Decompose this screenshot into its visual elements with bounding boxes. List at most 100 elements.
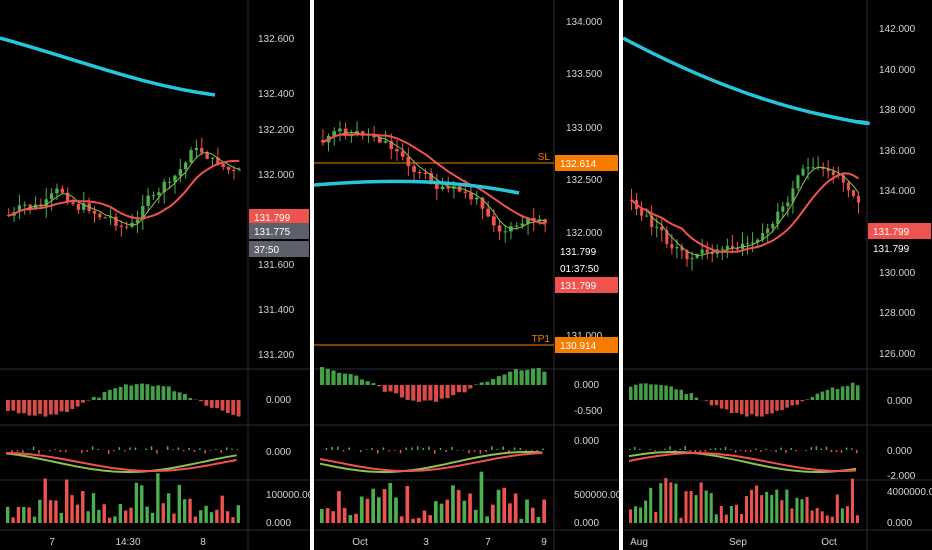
candle-body[interactable] <box>338 128 342 132</box>
candle-body[interactable] <box>125 226 129 228</box>
candle-body[interactable] <box>184 162 188 170</box>
candle-body[interactable] <box>332 131 337 137</box>
candle-body[interactable] <box>469 192 473 200</box>
candle-body[interactable] <box>474 197 479 200</box>
candle-body[interactable] <box>417 172 422 174</box>
candle-body[interactable] <box>811 167 815 169</box>
candle-body[interactable] <box>457 186 462 192</box>
candle-body[interactable] <box>39 204 43 207</box>
candle-body[interactable] <box>796 175 800 189</box>
candle-body[interactable] <box>655 226 659 228</box>
candle-body[interactable] <box>520 223 525 226</box>
candle-body[interactable] <box>146 195 150 207</box>
candle-body[interactable] <box>710 252 714 254</box>
candle-body[interactable] <box>645 215 649 217</box>
chart-panel-right[interactable]: 142.000140.000138.000136.000134.000132.0… <box>623 0 932 550</box>
candle-body[interactable] <box>108 216 113 218</box>
candle-body[interactable] <box>92 211 97 214</box>
chart-panel-left[interactable]: 132.600132.400132.200132.000131.800131.6… <box>0 0 310 550</box>
candle-body[interactable] <box>685 250 689 260</box>
candle-body[interactable] <box>17 205 22 213</box>
candle-body[interactable] <box>735 248 739 250</box>
candle-body[interactable] <box>200 147 204 153</box>
candle-body[interactable] <box>71 202 75 205</box>
candle-body[interactable] <box>98 213 102 218</box>
candle-body[interactable] <box>665 230 669 244</box>
candle-body[interactable] <box>237 169 241 171</box>
candle-body[interactable] <box>480 197 485 209</box>
candle-body[interactable] <box>114 216 118 226</box>
candle-body[interactable] <box>378 137 382 143</box>
candle-body[interactable] <box>157 192 161 196</box>
candle-body[interactable] <box>406 156 411 167</box>
candle-body[interactable] <box>497 225 502 232</box>
candle-body[interactable] <box>791 188 795 203</box>
candle-body[interactable] <box>771 223 775 229</box>
candle-body[interactable] <box>130 222 134 227</box>
candle-body[interactable] <box>119 225 123 227</box>
candle-body[interactable] <box>76 204 81 210</box>
candle-body[interactable] <box>730 245 734 249</box>
chart-canvas-middle[interactable]: 134.000 133.500 133.000 132.500 132.000 131.0… <box>314 0 619 550</box>
candle-body[interactable] <box>151 195 156 197</box>
candle-body[interactable] <box>210 157 215 159</box>
candle-body[interactable] <box>389 141 394 150</box>
candle-body[interactable] <box>412 166 416 173</box>
candle-body[interactable] <box>440 186 445 190</box>
candle-body[interactable] <box>776 211 780 224</box>
chart-canvas-right[interactable]: 142.000140.000138.000136.000134.000132.0… <box>623 0 932 550</box>
candle-body[interactable] <box>178 169 182 176</box>
chart-panel-middle[interactable]: 134.000 133.500 133.000 132.500 132.000 131.0… <box>314 0 619 550</box>
candle-body[interactable] <box>841 175 845 183</box>
candle-body[interactable] <box>670 243 674 249</box>
candle-body[interactable] <box>751 242 755 244</box>
candle-body[interactable] <box>660 226 664 231</box>
candle-body[interactable] <box>28 204 32 209</box>
candle-body[interactable] <box>851 190 855 196</box>
candle-body[interactable] <box>33 204 38 209</box>
candle-body[interactable] <box>781 206 785 212</box>
candle-body[interactable] <box>55 188 59 194</box>
candle-body[interactable] <box>173 175 177 182</box>
candle-body[interactable] <box>205 152 209 159</box>
candle-body[interactable] <box>66 192 70 203</box>
candle-body[interactable] <box>705 249 709 253</box>
candle-body[interactable] <box>856 195 860 203</box>
candle-body[interactable] <box>360 131 365 136</box>
chart-canvas-left[interactable]: 132.600132.400132.200132.000131.800131.6… <box>0 0 310 550</box>
candle-body[interactable] <box>680 247 684 251</box>
candle-body[interactable] <box>492 216 496 226</box>
candle-body[interactable] <box>221 163 225 167</box>
candle-body[interactable] <box>761 232 765 240</box>
candle-body[interactable] <box>435 182 439 190</box>
candle-body[interactable] <box>321 140 325 143</box>
candle-body[interactable] <box>135 219 140 223</box>
candle-body[interactable] <box>766 228 770 233</box>
candle-body[interactable] <box>372 134 376 138</box>
candle-body[interactable] <box>690 258 694 260</box>
candle-body[interactable] <box>756 239 760 243</box>
candle-body[interactable] <box>725 245 729 249</box>
candle-body[interactable] <box>167 181 172 183</box>
candle-body[interactable] <box>23 204 27 206</box>
candle-body[interactable] <box>695 253 699 259</box>
candle-body[interactable] <box>720 248 724 250</box>
candle-body[interactable] <box>395 149 399 152</box>
candle-body[interactable] <box>44 199 48 207</box>
candle-body[interactable] <box>232 169 236 171</box>
candle-body[interactable] <box>226 166 231 170</box>
candle-body[interactable] <box>650 215 654 228</box>
candle-body[interactable] <box>216 157 220 164</box>
candle-body[interactable] <box>82 203 86 210</box>
candle-body[interactable] <box>846 182 850 191</box>
candle-body[interactable] <box>746 243 750 245</box>
candle-body[interactable] <box>700 249 704 254</box>
candle-body[interactable] <box>343 128 348 136</box>
candle-body[interactable] <box>831 171 835 176</box>
candle-body[interactable] <box>675 247 679 249</box>
candle-body[interactable] <box>446 186 451 189</box>
candle-body[interactable] <box>49 193 54 200</box>
candle-body[interactable] <box>801 168 805 176</box>
candle-body[interactable] <box>194 147 199 151</box>
candle-body[interactable] <box>423 172 428 174</box>
